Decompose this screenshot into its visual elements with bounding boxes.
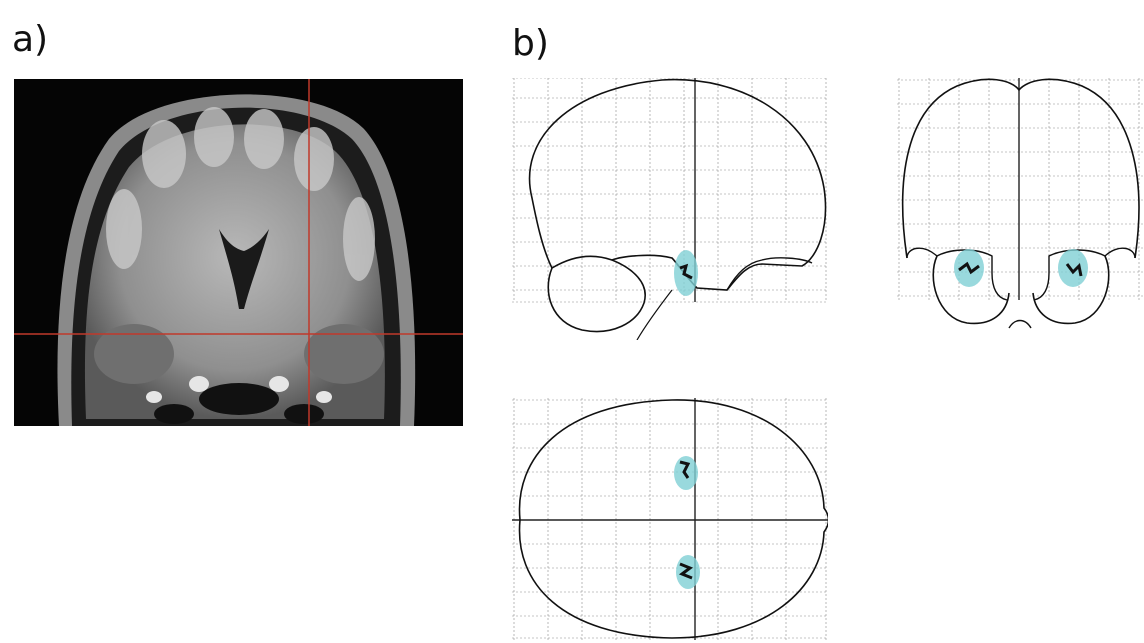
coronal-outline bbox=[901, 78, 1140, 259]
temporal-lobe-outline bbox=[547, 259, 646, 333]
cerebellum-outline bbox=[726, 257, 813, 291]
panel-label-b: b) bbox=[512, 23, 549, 64]
glass-brain-axial bbox=[512, 398, 828, 640]
right-temporal-lobe bbox=[304, 324, 384, 384]
sagittal-outline bbox=[528, 78, 827, 291]
panel-label-a: a) bbox=[12, 19, 49, 60]
coronal-mri-image bbox=[14, 79, 463, 426]
activation-peak bbox=[679, 263, 693, 280]
right-temporal-outline bbox=[1032, 255, 1110, 325]
sinus-cavities bbox=[154, 383, 324, 424]
glass-brain-coronal bbox=[897, 78, 1143, 329]
right-activation-blob bbox=[1058, 249, 1088, 287]
axial-outline bbox=[518, 399, 828, 639]
brainstem-outline bbox=[1008, 319, 1032, 329]
activation-blob bbox=[674, 250, 698, 296]
left-temporal-lobe bbox=[94, 324, 174, 384]
glass-brain-sagittal bbox=[512, 78, 828, 340]
lateral-ventricles bbox=[219, 229, 269, 309]
gyri bbox=[106, 107, 375, 281]
right-activation-peak bbox=[1065, 262, 1083, 277]
grid bbox=[512, 398, 828, 640]
upper-activation-peak bbox=[679, 460, 691, 479]
left-activation-peak bbox=[958, 261, 980, 275]
left-temporal-outline bbox=[932, 255, 1010, 325]
brainstem-outline bbox=[636, 289, 673, 340]
grid bbox=[512, 78, 828, 303]
lower-activation-peak bbox=[678, 562, 694, 580]
skull-base bbox=[146, 376, 332, 403]
lower-activation-blob bbox=[676, 555, 700, 589]
